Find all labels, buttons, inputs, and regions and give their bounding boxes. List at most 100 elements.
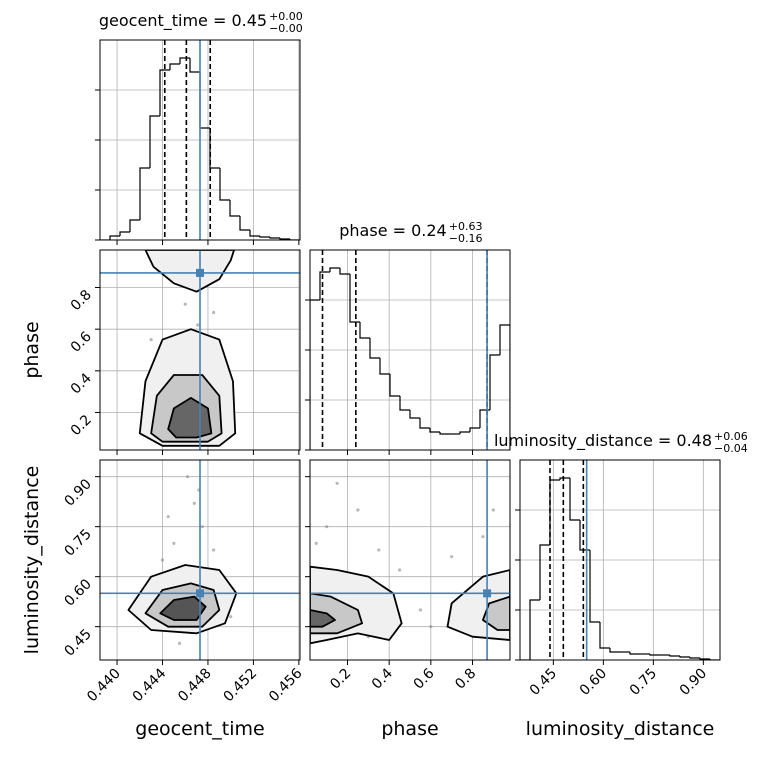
- panel: geocent_time = 0.45 +0.00−0.00: [95, 10, 303, 245]
- histogram-bin: [459, 431, 470, 434]
- histogram-bin: [539, 544, 550, 600]
- x-axis-label: luminosity_distance: [526, 718, 715, 740]
- histogram-bin: [219, 168, 230, 201]
- histogram-bin: [409, 410, 420, 419]
- y-tick-label: 0.8: [68, 287, 95, 314]
- sample-point: [314, 541, 318, 545]
- x-tick-label: 0.440: [84, 666, 124, 706]
- sample-point: [491, 508, 495, 512]
- plot-area: [310, 460, 510, 660]
- sample-point: [185, 475, 190, 479]
- histogram-bin: [709, 659, 720, 660]
- sample-point: [325, 525, 329, 529]
- sample-point: [418, 608, 423, 612]
- histogram-bin: [579, 520, 590, 551]
- histogram-bin: [310, 299, 320, 450]
- histogram-bin: [569, 478, 580, 521]
- axes-frame: [99, 39, 301, 241]
- title-upper: +0.63: [449, 220, 483, 233]
- plot-area: [100, 250, 300, 450]
- x-tick-label: 0.4: [369, 665, 396, 692]
- histogram-bin: [159, 69, 170, 116]
- histogram-bin: [469, 427, 480, 432]
- histogram-bin: [379, 358, 390, 375]
- sample-point: [397, 568, 402, 572]
- title-upper: +0.06: [714, 430, 748, 443]
- x-tick-label: 0.452: [221, 666, 261, 706]
- histogram-bin: [269, 237, 280, 239]
- axes-frame: [99, 249, 301, 451]
- axes-frame: [309, 249, 511, 451]
- sample-point: [335, 481, 339, 485]
- histogram-bin: [699, 658, 710, 660]
- sample-point: [183, 302, 187, 306]
- histogram-bin: [199, 72, 210, 129]
- panel: 0.2 0.4 0.6 0.8 phase: [21, 249, 301, 455]
- histogram-bin: [239, 216, 250, 231]
- title-lower: −0.04: [714, 442, 748, 455]
- x-tick-label: 0.6: [411, 665, 438, 692]
- histogram-bin: [139, 167, 150, 220]
- sample-point: [177, 641, 182, 645]
- histogram-bin: [119, 231, 130, 236]
- histogram-bin: [479, 409, 490, 428]
- y-tick-label: 0.45: [61, 626, 94, 659]
- title-lower: −0.16: [449, 232, 483, 245]
- panel-title: geocent_time = 0.45: [99, 11, 267, 31]
- histogram-bin: [559, 477, 570, 480]
- x-tick-label: 0.75: [627, 666, 660, 699]
- histogram-bin: [529, 599, 540, 660]
- histogram-bin: [439, 432, 450, 435]
- histogram-bin: [649, 654, 660, 656]
- sample-point: [450, 555, 454, 559]
- histogram-bin: [319, 271, 330, 300]
- histogram-bin: [249, 230, 260, 237]
- title-upper: +0.00: [269, 10, 303, 23]
- histogram-bin: [329, 267, 340, 272]
- histogram-bin: [419, 418, 430, 429]
- x-tick-label: 0.448: [175, 666, 215, 706]
- x-tick-label: 0.2: [327, 666, 354, 693]
- axes-frame: [309, 459, 511, 661]
- histogram-bin: [609, 648, 620, 653]
- histogram-bin: [399, 396, 410, 411]
- axes-frame: [519, 459, 721, 661]
- truth-marker: [196, 589, 204, 598]
- histogram-bin: [129, 219, 140, 232]
- sample-point: [200, 525, 204, 529]
- x-tick-label: 0.8: [452, 666, 479, 693]
- contour: [159, 595, 207, 621]
- sample-point: [149, 337, 153, 342]
- y-tick-label: 0.90: [61, 476, 94, 509]
- axes-frame: [99, 459, 301, 661]
- y-tick-label: 0.6: [68, 329, 95, 356]
- histogram-bin: [599, 622, 610, 649]
- histogram-bin: [369, 338, 380, 359]
- y-axis-label: phase: [21, 321, 43, 378]
- histogram-bin: [629, 652, 640, 655]
- histogram-bin: [679, 656, 690, 658]
- histogram-bin: [359, 322, 370, 339]
- sample-point: [212, 310, 216, 315]
- x-tick-label: 0.90: [677, 666, 710, 699]
- sample-point: [212, 548, 216, 552]
- plot-area: [100, 40, 300, 240]
- y-tick-label: 0.75: [61, 526, 94, 559]
- histogram-bin: [109, 235, 120, 240]
- sample-point: [196, 323, 200, 327]
- histogram-bin: [689, 657, 700, 659]
- histogram-bin: [429, 428, 440, 433]
- sample-point: [172, 541, 176, 545]
- contour: [144, 250, 235, 293]
- histogram-bin: [229, 200, 240, 217]
- histogram-bin: [589, 550, 600, 623]
- histogram-bin: [389, 374, 400, 397]
- histogram-bin: [289, 239, 300, 240]
- histogram-bin: [499, 324, 510, 450]
- histogram-bin: [209, 128, 220, 169]
- panel: phase = 0.24 +0.63−0.16: [305, 220, 511, 455]
- panel-title: luminosity_distance = 0.48: [494, 431, 712, 451]
- histogram-bin: [669, 655, 680, 657]
- histogram-bin: [339, 268, 350, 275]
